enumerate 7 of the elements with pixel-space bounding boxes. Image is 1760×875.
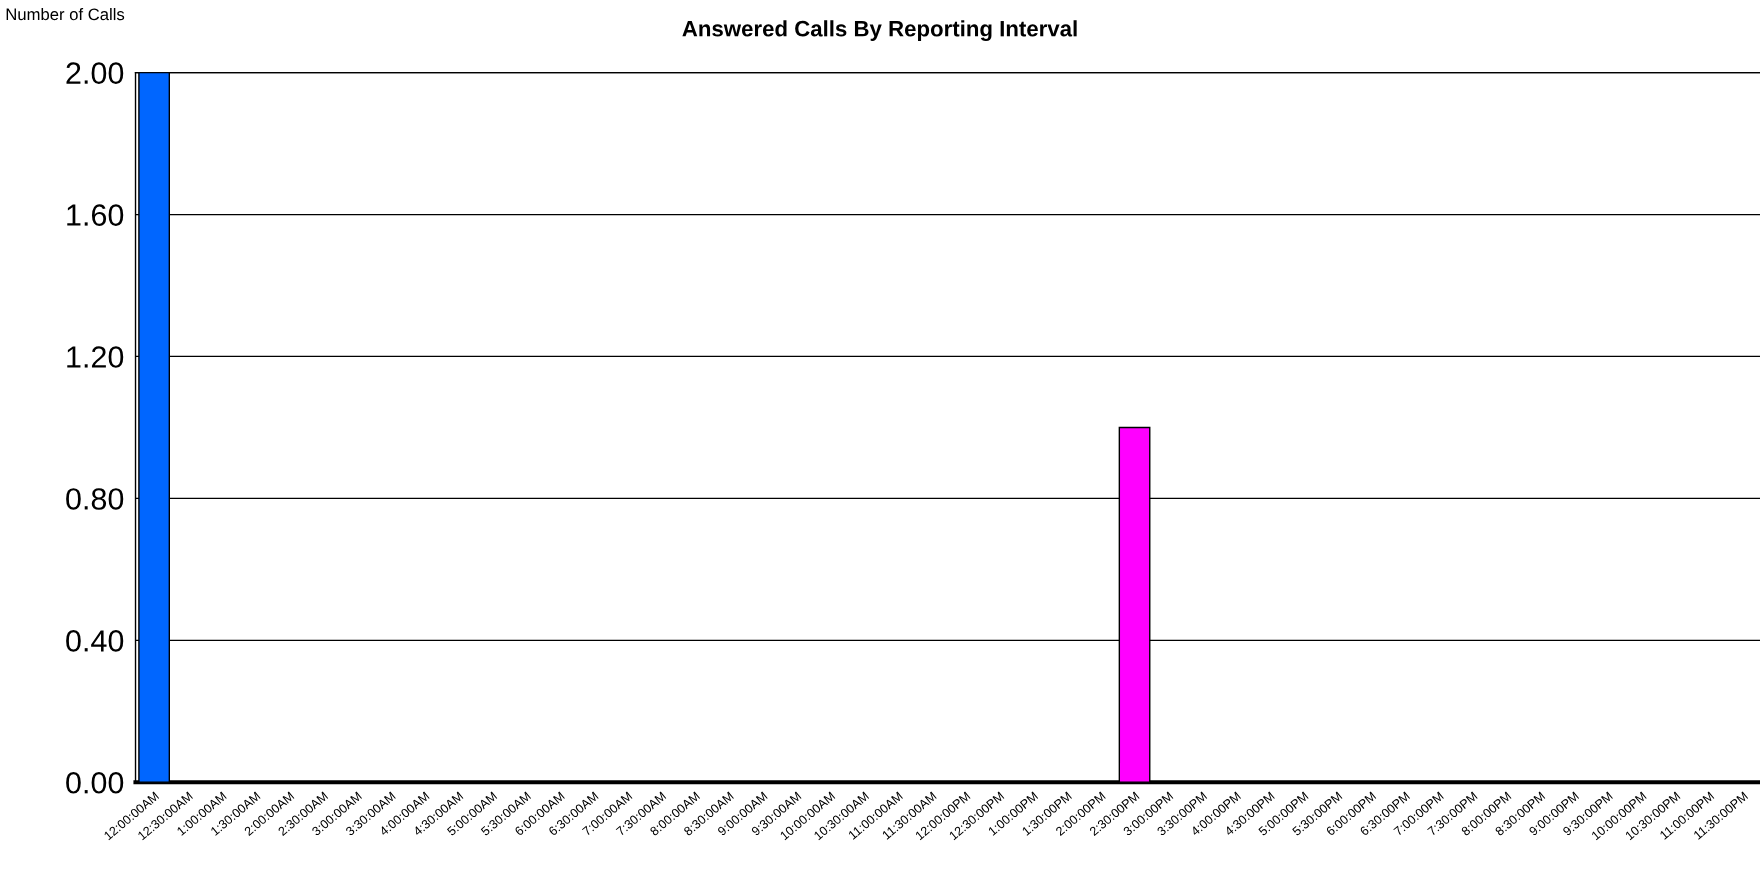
y-tick-label: 1.60 bbox=[67, 204, 124, 226]
y-tick-label: 0.40 bbox=[66, 630, 124, 652]
y-tick-label: 2.00 bbox=[66, 62, 124, 84]
y-tick-label: 0.80 bbox=[66, 488, 124, 510]
chart-title: Answered Calls By Reporting Interval bbox=[682, 20, 1077, 42]
y-axis-title: Number of Calls bbox=[6, 7, 125, 21]
y-tick-label: 1.20 bbox=[67, 346, 124, 368]
